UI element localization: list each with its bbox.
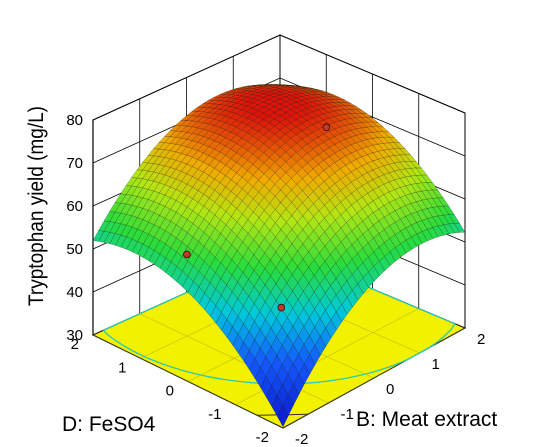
x-tick-label: -1 [208, 406, 221, 423]
design-point [322, 123, 331, 131]
design-point [277, 303, 286, 312]
design-points [183, 123, 331, 312]
y-tick-label: -2 [295, 431, 308, 447]
z-tick-label: 50 [66, 241, 83, 258]
z-tick-label: 60 [66, 198, 83, 215]
z-tick-label: 70 [66, 155, 83, 172]
response-surface [92, 84, 466, 428]
z-axis-title: Tryptophan yield (mg/L) [25, 106, 48, 306]
z-tick-label: 80 [66, 112, 83, 129]
x-tick-label: 0 [166, 383, 174, 400]
y-tick-label: 2 [477, 331, 485, 348]
surface-cell [277, 405, 289, 428]
z-tick-label: 40 [66, 284, 83, 301]
x-tick-label: 1 [118, 359, 126, 376]
y-tick-label: 0 [386, 381, 394, 398]
y-tick-label: -1 [341, 406, 354, 423]
axis-labels: 30 40 50 60 70 80 -2 -1 0 1 2 -2 -1 0 1 2 Tryptophan yie… [25, 106, 497, 447]
x-tick-label: 2 [71, 336, 79, 353]
y-axis-title: B: Meat extract [356, 408, 497, 431]
y-tick-label: 1 [432, 356, 440, 373]
floor-grid-line [92, 334, 284, 429]
z-tick-label: 30 [66, 327, 83, 344]
x-tick-label: -2 [256, 429, 269, 446]
design-point [183, 250, 191, 259]
x-axis-title: D: FeSO4 [62, 413, 156, 436]
